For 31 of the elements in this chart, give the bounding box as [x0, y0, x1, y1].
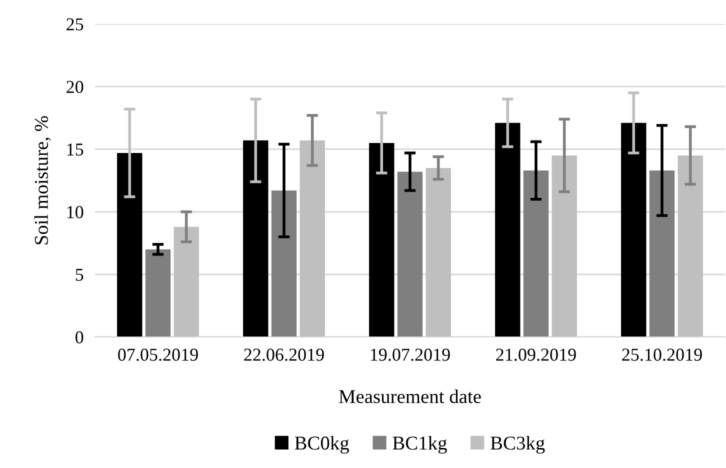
bar	[621, 122, 646, 337]
x-tick-label: 21.09.2019	[496, 348, 576, 361]
bar	[243, 140, 268, 337]
y-tick-label: 15	[67, 144, 84, 156]
bar	[523, 170, 549, 337]
bar	[426, 168, 451, 337]
bar	[495, 122, 520, 337]
legend-label: BC0kg	[294, 436, 350, 454]
y-tick-label: 25	[66, 18, 84, 30]
x-tick-label: 22.06.2019	[244, 348, 324, 361]
y-tick-label: 0	[76, 331, 84, 344]
legend-label: BC1kg	[392, 436, 447, 454]
bar	[397, 172, 423, 337]
bar	[271, 190, 297, 337]
x-tick-label: 19.07.2019	[370, 348, 450, 361]
y-axis-title: Soil moisture, %	[34, 116, 51, 244]
y-tick-label: 20	[66, 80, 84, 94]
bar	[649, 170, 675, 337]
bar	[678, 155, 703, 337]
bar	[117, 152, 142, 337]
x-axis-title: Measurement date	[339, 389, 481, 404]
bar	[145, 249, 171, 337]
bar	[552, 155, 577, 337]
x-tick-label: 25.10.2019	[622, 348, 702, 361]
bar	[369, 142, 394, 337]
x-tick-label: 07.05.2019	[118, 348, 198, 361]
y-tick-label: 10	[67, 206, 84, 218]
y-tick-label: 5	[76, 268, 84, 281]
bar	[300, 140, 325, 337]
bar	[174, 226, 199, 337]
legend-label: BC3kg	[490, 436, 545, 454]
